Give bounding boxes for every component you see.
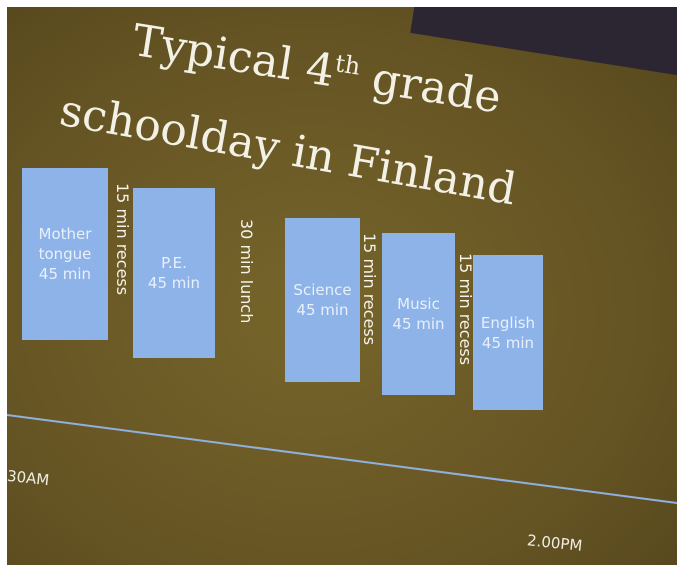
lesson-text: P.E. — [133, 253, 215, 273]
break-label: 15 min recess — [113, 183, 132, 295]
slide: Typical 4th grade schoolday in Finland 3… — [7, 7, 677, 565]
lesson-text: 45 min — [382, 314, 455, 334]
lesson-text: Music — [382, 294, 455, 314]
lesson-text: Mother — [22, 224, 108, 244]
break-label: 15 min recess — [456, 253, 475, 365]
lesson-block: P.E.45 min — [133, 188, 215, 358]
break-label: 30 min lunch — [237, 219, 256, 323]
photo: Typical 4th grade schoolday in Finland 3… — [0, 0, 684, 572]
lesson-text: 45 min — [133, 273, 215, 293]
lesson-text: 45 min — [285, 300, 360, 320]
lesson-text: 45 min — [473, 333, 543, 353]
lesson-text: English — [473, 313, 543, 333]
timeline-line — [7, 415, 677, 503]
break-label: 15 min recess — [360, 233, 379, 345]
lesson-text: tongue — [22, 244, 108, 264]
lesson-text: 45 min — [22, 264, 108, 284]
lesson-text: Science — [285, 280, 360, 300]
